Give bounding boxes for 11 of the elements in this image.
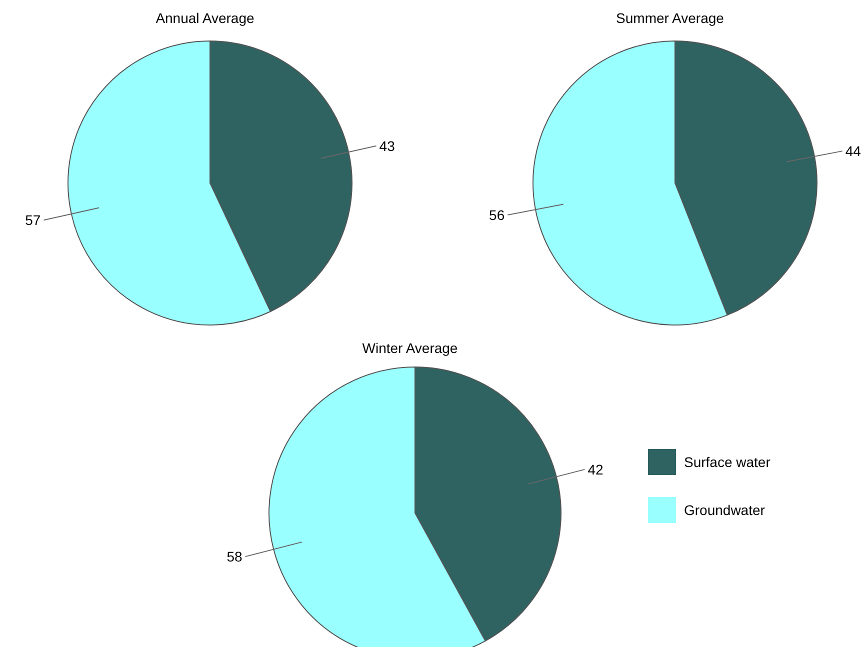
chart-title: Summer Average [615,10,725,26]
data-label: 43 [379,138,396,154]
legend-label: Surface water [684,454,771,470]
data-label: 58 [226,548,243,565]
legend-label: Groundwater [684,502,766,518]
data-label: 44 [845,143,862,160]
data-label: 42 [588,461,604,478]
chart-title: Annual Average [154,10,256,26]
data-label: 56 [489,206,505,223]
data-label: 57 [25,212,41,228]
chart-title: Winter Average [361,340,459,356]
